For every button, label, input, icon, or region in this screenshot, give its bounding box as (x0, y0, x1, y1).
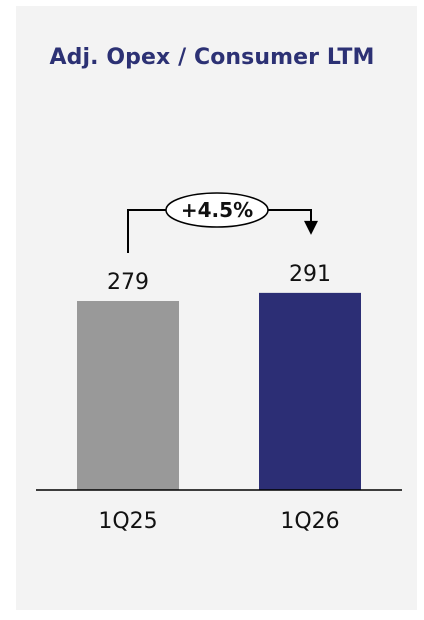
x-tick-label: 1Q25 (98, 509, 157, 534)
bar-1Q26 (259, 292, 361, 490)
value-labels: 279 291 (107, 262, 331, 295)
x-tick-labels: 1Q25 1Q26 (98, 509, 339, 534)
change-bubble (165, 192, 269, 228)
x-tick-label: 1Q26 (280, 509, 339, 534)
bar-1Q25 (77, 301, 179, 490)
arrow-down-icon (304, 220, 318, 235)
chart-title: Adj. Opex / Consumer LTM (49, 45, 375, 70)
change-annotation: +4.5% (127, 192, 318, 253)
value-label: 279 (107, 270, 149, 295)
value-label: 291 (289, 262, 331, 287)
bars-group (77, 292, 361, 490)
change-label: +4.5% (181, 198, 253, 222)
